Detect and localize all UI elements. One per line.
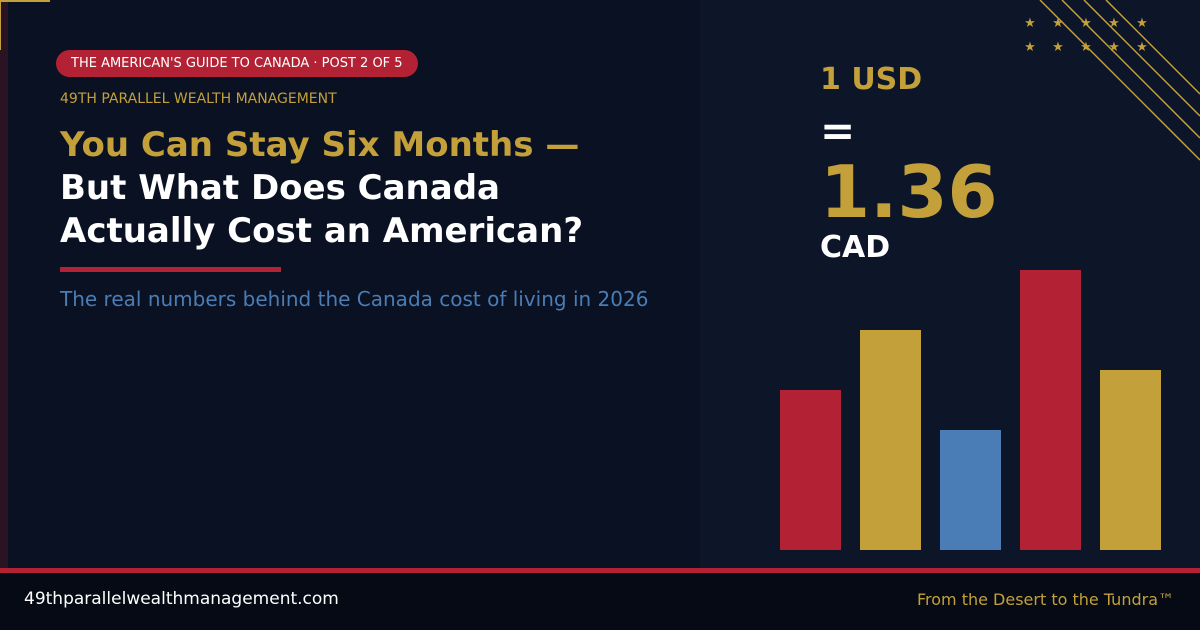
svg-text:★: ★ [1136,16,1148,31]
title: You Can Stay Six Months — But What Does … [60,124,630,253]
side-stripe [0,0,8,568]
decorative-bars [780,270,1161,550]
footer-url[interactable]: 49thparallelwealthmanagement.com [24,589,339,609]
rate-amount: 1.36 [820,150,998,234]
stars: ★ ★ ★ ★ ★ ★ ★ ★ ★ ★ [1024,16,1148,55]
rate-equals: = [820,106,856,155]
footer-line [0,568,1200,573]
rule [60,267,281,272]
brand: 49TH PARALLEL WEALTH MANAGEMENT [60,91,337,107]
svg-text:★: ★ [1052,16,1064,31]
footer [0,573,1200,630]
svg-text:★: ★ [1052,40,1064,55]
svg-text:★: ★ [1024,16,1036,31]
svg-text:★: ★ [1108,16,1120,31]
svg-text:★: ★ [1080,40,1092,55]
svg-text:★: ★ [1108,40,1120,55]
rate-to: CAD [820,230,891,265]
svg-text:★: ★ [1024,40,1036,55]
title-highlight: You Can Stay Six Months — [60,125,580,165]
corner [0,0,50,50]
rate-from: 1 USD [820,62,923,97]
svg-text:★: ★ [1136,40,1148,55]
title-rest: But What Does Canada Actually Cost an Am… [60,168,584,251]
subtitle: The real numbers behind the Canada cost … [60,287,649,311]
footer-tagline: From the Desert to the Tundra™ [916,590,1174,609]
diagonal-lines [1039,0,1200,161]
series-badge: THE AMERICAN'S GUIDE TO CANADA · POST 2 … [56,50,418,77]
svg-text:★: ★ [1080,16,1092,31]
